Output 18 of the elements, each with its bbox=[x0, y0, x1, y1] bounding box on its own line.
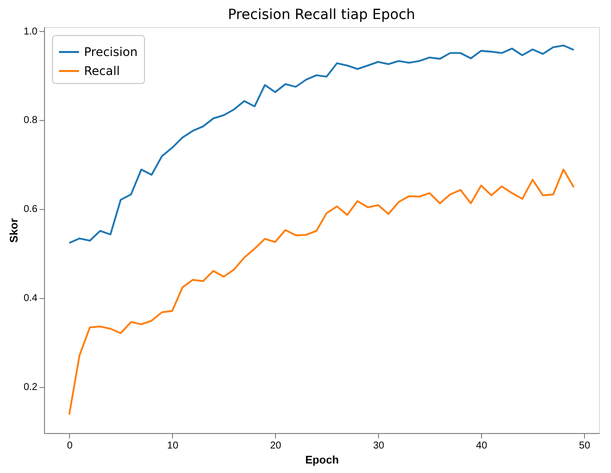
x-tick-label: 50 bbox=[579, 440, 591, 452]
chart-title: Precision Recall tiap Epoch bbox=[228, 6, 416, 23]
y-tick-label: 1.0 bbox=[24, 26, 38, 38]
y-tick-label: 0.4 bbox=[24, 293, 38, 304]
line-series bbox=[68, 44, 575, 244]
x-axis-title: Epoch bbox=[305, 454, 340, 466]
x-tick-label: 10 bbox=[167, 440, 179, 452]
y-tick-label: 0.8 bbox=[24, 115, 38, 126]
y-tick-label: 0.2 bbox=[24, 382, 38, 394]
x-tick-label: 20 bbox=[270, 440, 282, 452]
y-axis-title: Skor bbox=[8, 218, 21, 243]
x-tick-label: 30 bbox=[373, 440, 385, 452]
y-tick-label: 0.6 bbox=[24, 204, 38, 216]
legend-label: Recall bbox=[84, 64, 120, 78]
legend-label: Precision bbox=[84, 45, 138, 59]
x-tick-label: 0 bbox=[66, 440, 73, 452]
line-series bbox=[68, 168, 575, 416]
x-tick-label: 40 bbox=[476, 440, 488, 452]
